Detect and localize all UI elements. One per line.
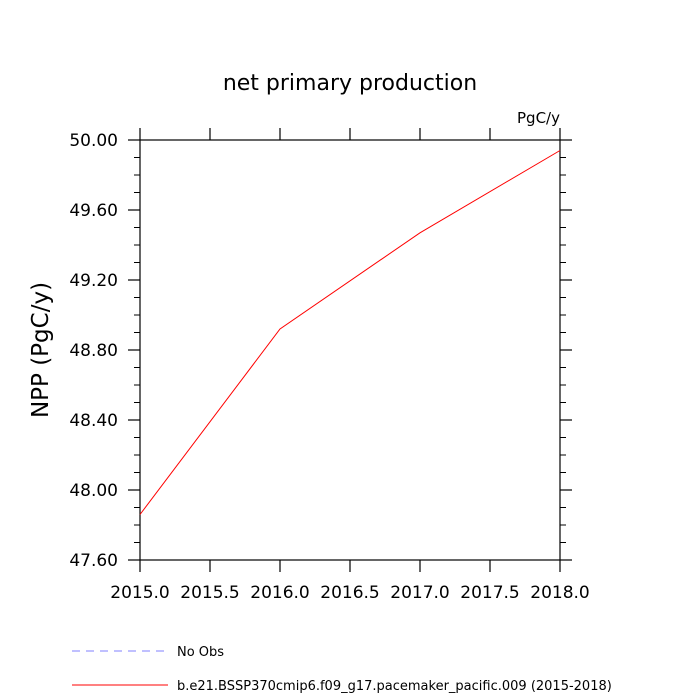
y-axis-label: NPP (PgC/y) <box>28 282 54 418</box>
y-tick-label: 48.80 <box>69 341 118 361</box>
y-tick-label: 50.00 <box>69 131 118 151</box>
x-tick-label: 2017.0 <box>390 583 449 603</box>
legend: No Obs b.e21.BSSP370cmip6.f09_g17.pacemak… <box>72 645 612 694</box>
legend-label: No Obs <box>177 645 224 660</box>
axis-ticks <box>128 128 572 572</box>
y-tick-label: 47.60 <box>69 551 118 571</box>
x-tick-label: 2016.5 <box>320 583 379 603</box>
x-tick-label: 2015.5 <box>180 583 239 603</box>
x-tick-label: 2015.0 <box>110 583 169 603</box>
x-tick-label: 2018.0 <box>530 583 589 603</box>
y-tick-label: 48.40 <box>69 411 118 431</box>
plot-frame <box>139 139 561 561</box>
legend-label: b.e21.BSSP370cmip6.f09_g17.pacemaker_pac… <box>177 679 612 694</box>
y-tick-label: 49.60 <box>69 201 118 221</box>
chart-title: net primary production <box>223 71 477 96</box>
x-tick-label: 2016.0 <box>250 583 309 603</box>
units-label: PgC/y <box>517 109 560 127</box>
tick-labels: 2015.0 2015.5 2016.0 2016.5 2017.0 2017.5 2018… <box>69 131 589 603</box>
x-tick-label: 2017.5 <box>460 583 519 603</box>
y-tick-label: 49.20 <box>69 271 118 291</box>
series-line-0 <box>139 150 561 515</box>
y-tick-label: 48.00 <box>69 481 118 501</box>
series-lines <box>139 150 561 515</box>
